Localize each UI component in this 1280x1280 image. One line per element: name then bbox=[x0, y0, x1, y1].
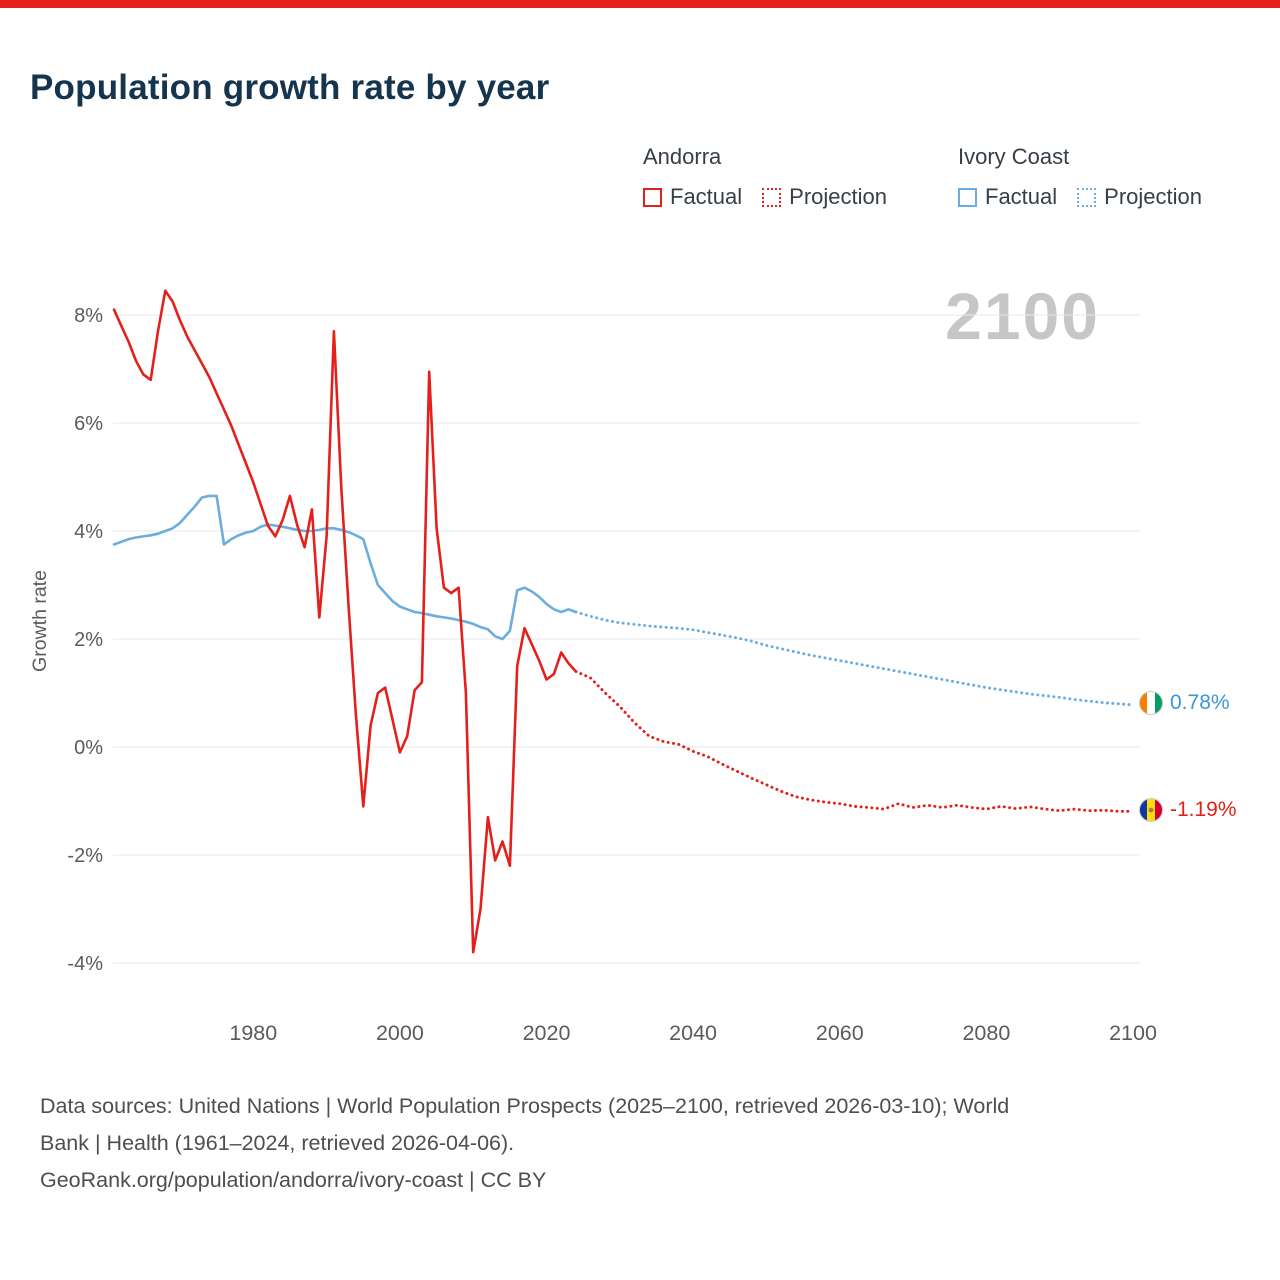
y-tick-label: 4% bbox=[74, 521, 103, 543]
x-tick-label: 2040 bbox=[669, 1021, 717, 1045]
ivory-coast-flag-icon bbox=[1139, 691, 1163, 715]
y-tick-label: 2% bbox=[74, 629, 103, 651]
y-tick-label: 8% bbox=[74, 305, 103, 327]
legend-group-ivory-coast: Ivory Coast Factual Projection bbox=[958, 144, 1202, 210]
andorra-projection-swatch-icon bbox=[762, 187, 782, 207]
x-tick-label: 1980 bbox=[229, 1021, 277, 1045]
y-axis-title: Growth rate bbox=[29, 570, 51, 672]
y-tick-label: -4% bbox=[67, 953, 103, 975]
legend-item-label: Projection bbox=[789, 184, 887, 209]
series-line-andorra-factual[interactable] bbox=[112, 289, 578, 954]
legend-items: Factual Projection bbox=[958, 184, 1202, 210]
attribution-line[interactable]: GeoRank.org/population/andorra/ivory-coa… bbox=[40, 1168, 547, 1192]
data-sources-line-1: Data sources: United Nations | World Pop… bbox=[40, 1094, 1010, 1118]
legend-item-label: Projection bbox=[1104, 184, 1202, 209]
legend-group-name: Ivory Coast bbox=[958, 144, 1070, 169]
legend-items: Factual Projection bbox=[643, 184, 887, 210]
top-accent-bar bbox=[0, 0, 1280, 8]
legend-group-andorra: Andorra Factual Projection bbox=[643, 144, 887, 210]
legend-item-andorra-projection[interactable]: Projection bbox=[762, 184, 887, 210]
ivory-coast-projection-swatch-icon bbox=[1077, 187, 1097, 207]
andorra-end-label: -1.19% bbox=[1139, 798, 1237, 822]
data-sources-line-2: Bank | Health (1961–2024, retrieved 2026… bbox=[40, 1131, 515, 1155]
legend-group-name: Andorra bbox=[643, 144, 722, 169]
andorra-end-value: -1.19% bbox=[1170, 798, 1237, 821]
legend-item-label: Factual bbox=[985, 184, 1058, 209]
ivory-coast-end-value: 0.78% bbox=[1170, 691, 1230, 714]
page-title: Population growth rate by year bbox=[30, 68, 550, 107]
legend-item-ivory-coast-factual[interactable]: Factual bbox=[958, 184, 1057, 210]
andorra-flag-icon bbox=[1139, 798, 1163, 822]
ivory-coast-end-label: 0.78% bbox=[1139, 691, 1230, 715]
series-line-ivory-coast-projection[interactable] bbox=[574, 610, 1135, 707]
year-watermark: 2100 bbox=[945, 279, 1100, 353]
y-tick-label: -2% bbox=[67, 845, 103, 867]
andorra-factual-swatch-icon bbox=[643, 187, 662, 207]
ivory-coast-factual-swatch-icon bbox=[958, 187, 977, 207]
y-tick-label: 6% bbox=[74, 413, 103, 435]
legend-item-label: Factual bbox=[670, 184, 743, 209]
x-tick-label: 2020 bbox=[523, 1021, 571, 1045]
x-tick-label: 2060 bbox=[816, 1021, 864, 1045]
legend-item-andorra-factual[interactable]: Factual bbox=[643, 184, 742, 210]
y-tick-label: 0% bbox=[74, 737, 103, 759]
legend-item-ivory-coast-projection[interactable]: Projection bbox=[1077, 184, 1202, 210]
x-tick-label: 2000 bbox=[376, 1021, 424, 1045]
series-line-andorra-projection[interactable] bbox=[574, 669, 1135, 813]
footer: Data sources: United Nations | World Pop… bbox=[40, 1088, 1240, 1199]
x-tick-label: 2100 bbox=[1109, 1021, 1157, 1045]
x-tick-label: 2080 bbox=[962, 1021, 1010, 1045]
